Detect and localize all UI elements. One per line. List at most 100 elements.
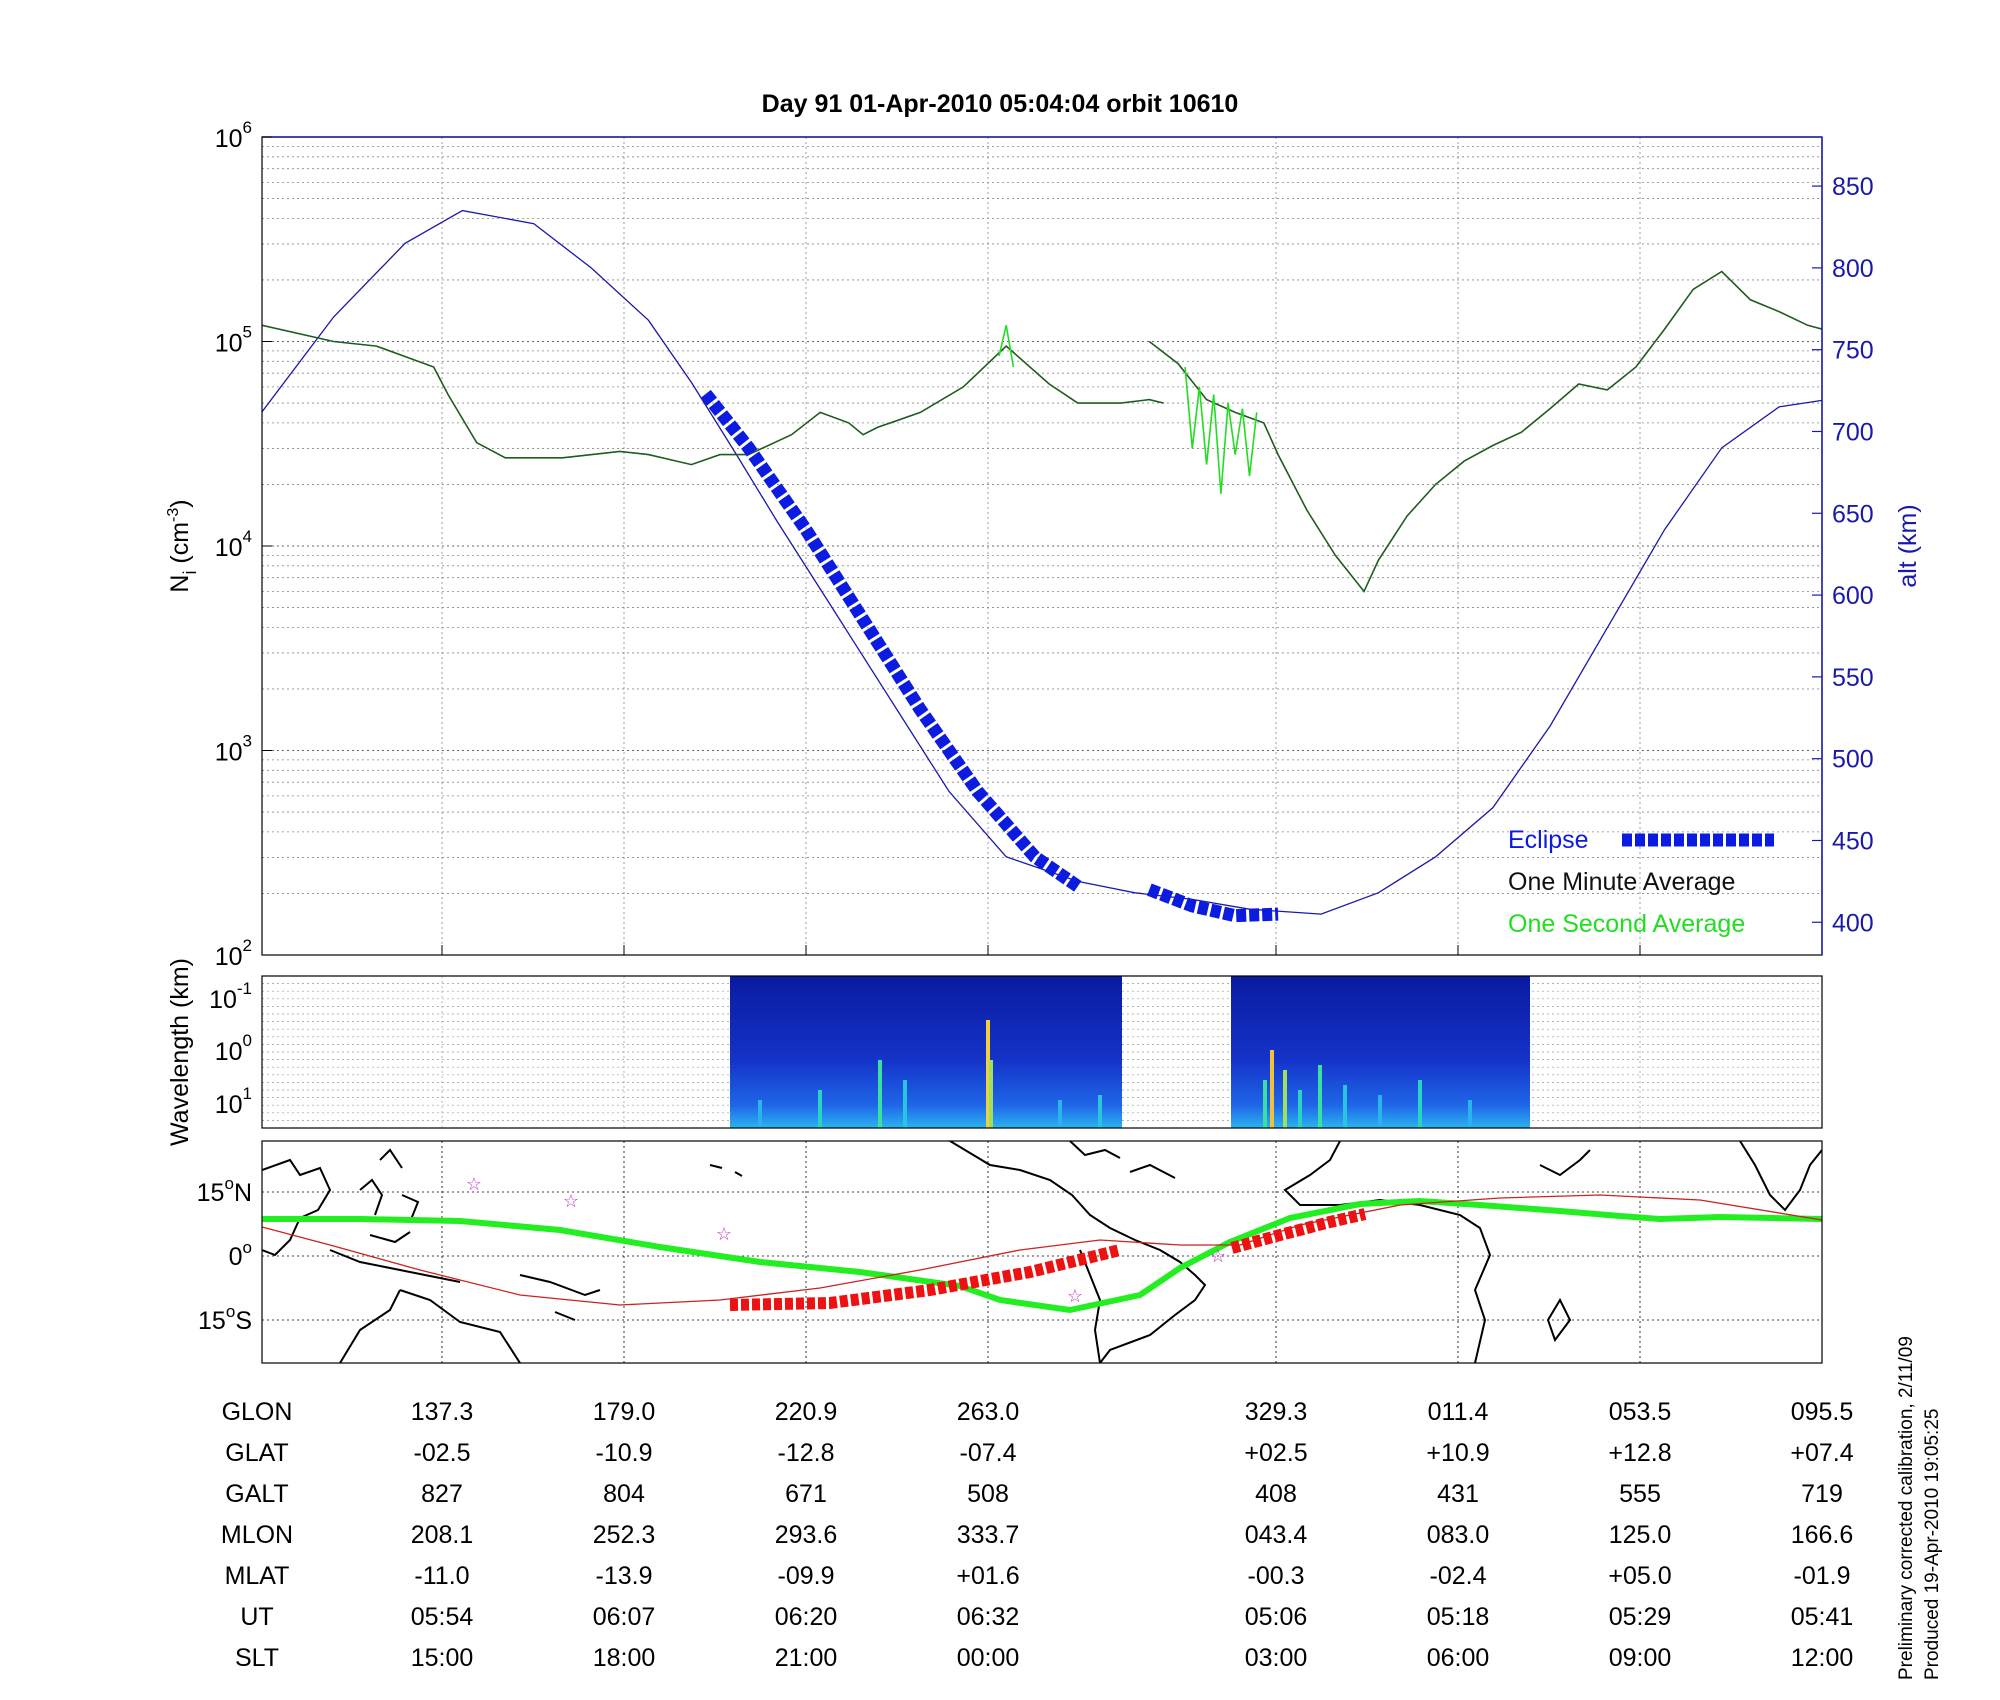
table-cell: 555 — [1619, 1480, 1661, 1508]
station-star-marker: ☆ — [716, 1224, 732, 1244]
altitude-tick-label: 650 — [1832, 500, 1874, 528]
coast-australia — [339, 1289, 521, 1363]
altitude-tick-label: 500 — [1832, 746, 1874, 774]
table-cell: 12:00 — [1791, 1644, 1854, 1672]
table-cell: -11.0 — [414, 1562, 469, 1590]
table-cell: 166.6 — [1791, 1521, 1854, 1549]
table-cell: 00:00 — [957, 1644, 1020, 1672]
table-cell: +10.9 — [1426, 1439, 1489, 1467]
chart-title: Day 91 01-Apr-2010 05:04:04 orbit 10610 — [762, 90, 1239, 118]
eclipse-segment — [1146, 883, 1279, 923]
altitude-tick-label: 700 — [1832, 418, 1874, 446]
spectrogram-block-1 — [730, 976, 1122, 1128]
altitude-tick-label: 750 — [1832, 337, 1874, 365]
table-row-label: MLON — [221, 1521, 293, 1549]
altitude-axis-label: alt (km) — [1894, 504, 1922, 587]
orbit-table: GLON 137.3 179.0 220.9 263.0 329.3 011.4 053.5 0… — [221, 1398, 1854, 1672]
table-cell: +05.0 — [1608, 1562, 1671, 1590]
table-cell: 083.0 — [1427, 1521, 1490, 1549]
coastlines — [262, 1141, 1822, 1363]
latitude-tick-label: 0o — [229, 1238, 252, 1271]
table-row-label: GLON — [222, 1398, 293, 1426]
station-star-marker: ☆ — [1210, 1246, 1226, 1266]
eclipse-track-1 — [729, 1244, 1122, 1311]
table-cell: 05:41 — [1791, 1603, 1854, 1631]
eclipse-track-2 — [1230, 1208, 1367, 1254]
map-lines: ☆ ☆ ☆ ☆ ☆ — [262, 1141, 1822, 1363]
density-tick-label: 102 — [215, 936, 252, 971]
table-cell: 431 — [1437, 1480, 1479, 1508]
one-minute-segment — [1148, 270, 1822, 593]
table-cell: -12.8 — [778, 1439, 835, 1467]
density-axis-label: Ni (cm-3) — [165, 499, 200, 592]
table-cell: 263.0 — [957, 1398, 1020, 1426]
latitude-tick-label: 15oN — [197, 1174, 252, 1207]
table-cell: 05:54 — [411, 1603, 474, 1631]
table-cell: 06:32 — [957, 1603, 1020, 1631]
table-cell: -10.9 — [596, 1439, 653, 1467]
coast-new-guinea — [519, 1274, 601, 1321]
altitude-tick-label: 450 — [1832, 827, 1874, 855]
wavelength-tick-label: 101 — [215, 1084, 252, 1119]
spectrogram-panel: 10-1 100 101 Wavelength (km) — [166, 958, 1823, 1146]
spectrogram-streaks — [758, 1020, 1472, 1128]
altitude-tick-label: 400 — [1832, 909, 1874, 937]
table-cell: -09.9 — [778, 1562, 835, 1590]
table-cell: 333.7 — [957, 1521, 1020, 1549]
side-note-line1: Preliminary corrected calibration, 2/11/… — [1896, 1336, 1917, 1680]
station-star-marker: ☆ — [1067, 1286, 1083, 1306]
legend: Eclipse One Minute Average One Second Av… — [1508, 826, 1774, 938]
altitude-tick-label: 850 — [1832, 173, 1874, 201]
table-cell: 719 — [1801, 1480, 1843, 1508]
table-cell: 06:07 — [593, 1603, 656, 1631]
table-cell: 053.5 — [1609, 1398, 1672, 1426]
table-cell: -01.9 — [1794, 1562, 1851, 1590]
table-cell: 125.0 — [1609, 1521, 1672, 1549]
coast-americas — [949, 1141, 1207, 1363]
legend-one-minute: One Minute Average — [1508, 868, 1735, 896]
table-cell: +02.5 — [1244, 1439, 1307, 1467]
coast-indonesia — [329, 1148, 461, 1283]
table-cell: 06:20 — [775, 1603, 838, 1631]
one-minute-segment — [262, 324, 1164, 466]
coast-india — [1739, 1141, 1822, 1212]
table-cell: -02.5 — [414, 1439, 471, 1467]
table-cell: 03:00 — [1245, 1644, 1308, 1672]
table-row-label: GLAT — [225, 1439, 288, 1467]
table-cell: 09:00 — [1609, 1644, 1672, 1672]
coast-asia — [262, 1158, 332, 1257]
table-cell: 05:06 — [1245, 1603, 1308, 1631]
eclipse-segment — [700, 389, 1082, 892]
table-cell: 06:00 — [1427, 1644, 1490, 1672]
table-cell: 827 — [421, 1480, 463, 1508]
satellite-footprint — [262, 1197, 1822, 1314]
table-cell: -00.3 — [1248, 1562, 1305, 1590]
station-star-marker: ☆ — [563, 1191, 579, 1211]
table-cell: 671 — [785, 1480, 827, 1508]
altitude-tick-label: 550 — [1832, 664, 1874, 692]
table-row-label: SLT — [235, 1644, 279, 1672]
station-star-marker: ☆ — [466, 1174, 482, 1194]
table-cell: -07.4 — [960, 1439, 1017, 1467]
table-cell: 043.4 — [1245, 1521, 1308, 1549]
one-minute-average-curve — [262, 270, 1822, 593]
table-cell: 05:18 — [1427, 1603, 1490, 1631]
altitude-tick-label: 600 — [1832, 582, 1874, 610]
side-note-line2: Produced 19-Apr-2010 19:05:25 — [1922, 1409, 1943, 1680]
table-cell: 011.4 — [1428, 1398, 1489, 1426]
table-cell: 18:00 — [593, 1644, 656, 1672]
map-frame — [261, 1140, 1823, 1364]
table-cell: 15:00 — [411, 1644, 474, 1672]
density-tick-label: 103 — [215, 732, 252, 767]
table-cell: +12.8 — [1608, 1439, 1671, 1467]
magnetic-equator — [262, 1194, 1822, 1306]
density-tick-labels: 102 103 104 105 106 — [215, 118, 272, 971]
spectrogram-frame — [261, 975, 1823, 1129]
table-cell: +01.6 — [956, 1562, 1019, 1590]
altitude-tick-label: 800 — [1832, 255, 1874, 283]
latitude-tick-label: 15oS — [198, 1302, 252, 1335]
coast-pacific-islands — [709, 1164, 743, 1177]
density-tick-label: 106 — [215, 118, 252, 153]
table-cell: 095.5 — [1791, 1398, 1854, 1426]
